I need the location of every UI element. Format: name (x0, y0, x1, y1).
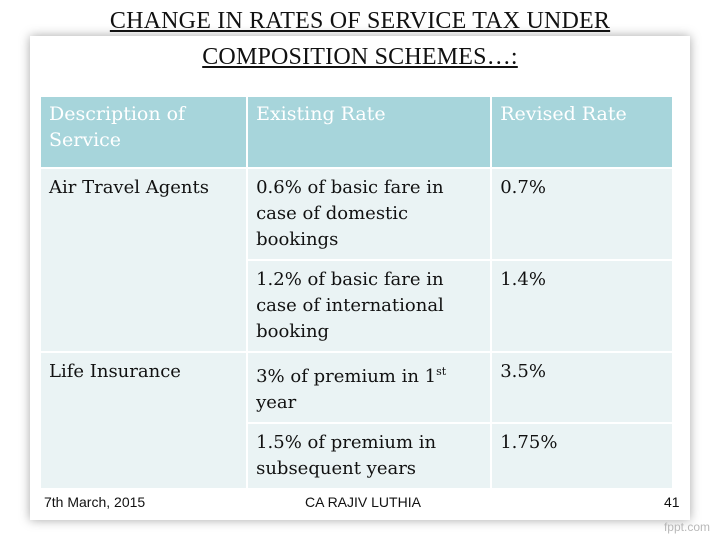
header-description: Description of Service (41, 97, 248, 168)
table-row: 1.2% of basic fare in case of internatio… (41, 259, 672, 352)
header-existing-rate: Existing Rate (246, 97, 492, 168)
cell-revised-rate: 3.5% (490, 351, 672, 423)
cell-service (41, 260, 248, 352)
cell-existing-rate: 1.5% of premium in subsequent years (246, 422, 492, 488)
table-header-row: Description of Service Existing Rate Rev… (41, 97, 672, 168)
cell-revised-rate: 0.7% (490, 167, 672, 260)
table-row: Air Travel Agents 0.6% of basic fare in … (41, 167, 672, 260)
cell-existing-rate: 0.6% of basic fare in case of domestic b… (246, 167, 492, 260)
footer-author: CA RAJIV LUTHIA (305, 494, 421, 510)
cell-revised-rate: 1.4% (490, 259, 672, 352)
cell-revised-rate: 1.75% (490, 422, 672, 488)
cell-existing-rate: 1.2% of basic fare in case of internatio… (246, 259, 492, 352)
cell-service (41, 423, 248, 488)
table-row: 1.5% of premium in subsequent years 1.75… (41, 422, 672, 488)
existing-rate-tail: year (256, 392, 297, 413)
ordinal-suffix: st (436, 365, 447, 378)
rates-table: Description of Service Existing Rate Rev… (41, 97, 672, 488)
cell-service: Air Travel Agents (41, 167, 248, 260)
table-row: Life Insurance 3% of premium in 1st year… (41, 351, 672, 423)
header-revised-rate: Revised Rate (490, 97, 672, 168)
existing-rate-text: 3% of premium in 1 (256, 366, 437, 387)
footer-page-number: 41 (664, 494, 680, 510)
footer-date: 7th March, 2015 (44, 494, 146, 510)
watermark-brand: fppt.com (663, 520, 710, 534)
slide-title-line2: COMPOSITION SCHEMES…: (202, 44, 518, 70)
slide-title-line1: CHANGE IN RATES OF SERVICE TAX UNDER (109, 8, 611, 34)
cell-existing-rate: 3% of premium in 1st year (246, 351, 492, 423)
cell-service: Life Insurance (41, 351, 248, 423)
